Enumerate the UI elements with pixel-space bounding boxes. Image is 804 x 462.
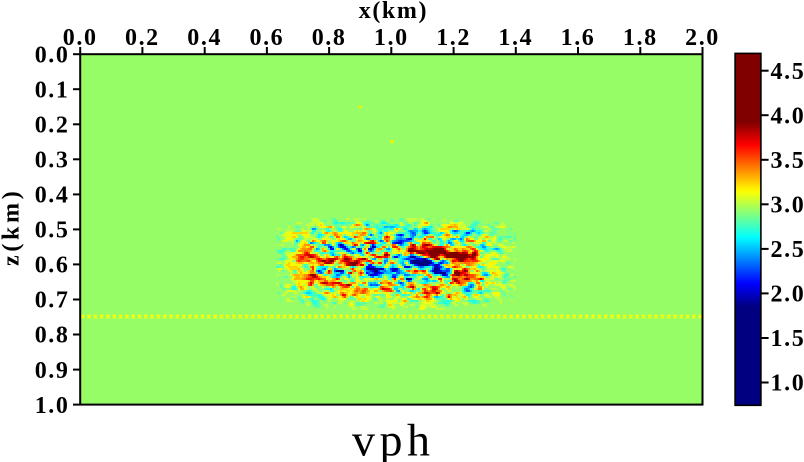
svg-text:x(km): x(km)	[359, 0, 428, 24]
svg-text:0.1: 0.1	[35, 77, 70, 103]
svg-text:0.2: 0.2	[125, 25, 160, 51]
svg-text:0.4: 0.4	[187, 25, 222, 51]
svg-text:0.2: 0.2	[35, 113, 70, 139]
svg-text:1.8: 1.8	[623, 25, 658, 51]
svg-text:1.5: 1.5	[771, 326, 804, 352]
svg-text:4.5: 4.5	[771, 59, 804, 85]
svg-text:0.6: 0.6	[249, 25, 284, 51]
svg-text:z(km): z(km)	[0, 188, 25, 266]
svg-text:0.0: 0.0	[63, 25, 98, 51]
svg-text:1.0: 1.0	[771, 371, 804, 397]
svg-text:4.0: 4.0	[771, 104, 804, 130]
svg-text:0.8: 0.8	[312, 25, 347, 51]
svg-text:vph: vph	[352, 415, 435, 462]
svg-text:1.6: 1.6	[561, 25, 596, 51]
svg-text:1.2: 1.2	[436, 25, 471, 51]
svg-text:3.0: 3.0	[771, 193, 804, 219]
svg-text:2.0: 2.0	[685, 25, 720, 51]
svg-text:1.0: 1.0	[35, 393, 70, 419]
svg-text:2.0: 2.0	[771, 282, 804, 308]
svg-text:0.3: 0.3	[35, 148, 70, 174]
svg-text:0.0: 0.0	[35, 42, 70, 68]
svg-text:0.9: 0.9	[35, 358, 70, 384]
svg-text:0.7: 0.7	[35, 288, 70, 314]
svg-text:3.5: 3.5	[771, 148, 804, 174]
svg-text:0.8: 0.8	[35, 323, 70, 349]
svg-text:1.4: 1.4	[498, 25, 533, 51]
svg-text:1.0: 1.0	[374, 25, 409, 51]
svg-text:0.6: 0.6	[35, 253, 70, 279]
svg-text:0.4: 0.4	[35, 183, 70, 209]
svg-text:2.5: 2.5	[771, 237, 804, 263]
svg-text:0.5: 0.5	[35, 218, 70, 244]
